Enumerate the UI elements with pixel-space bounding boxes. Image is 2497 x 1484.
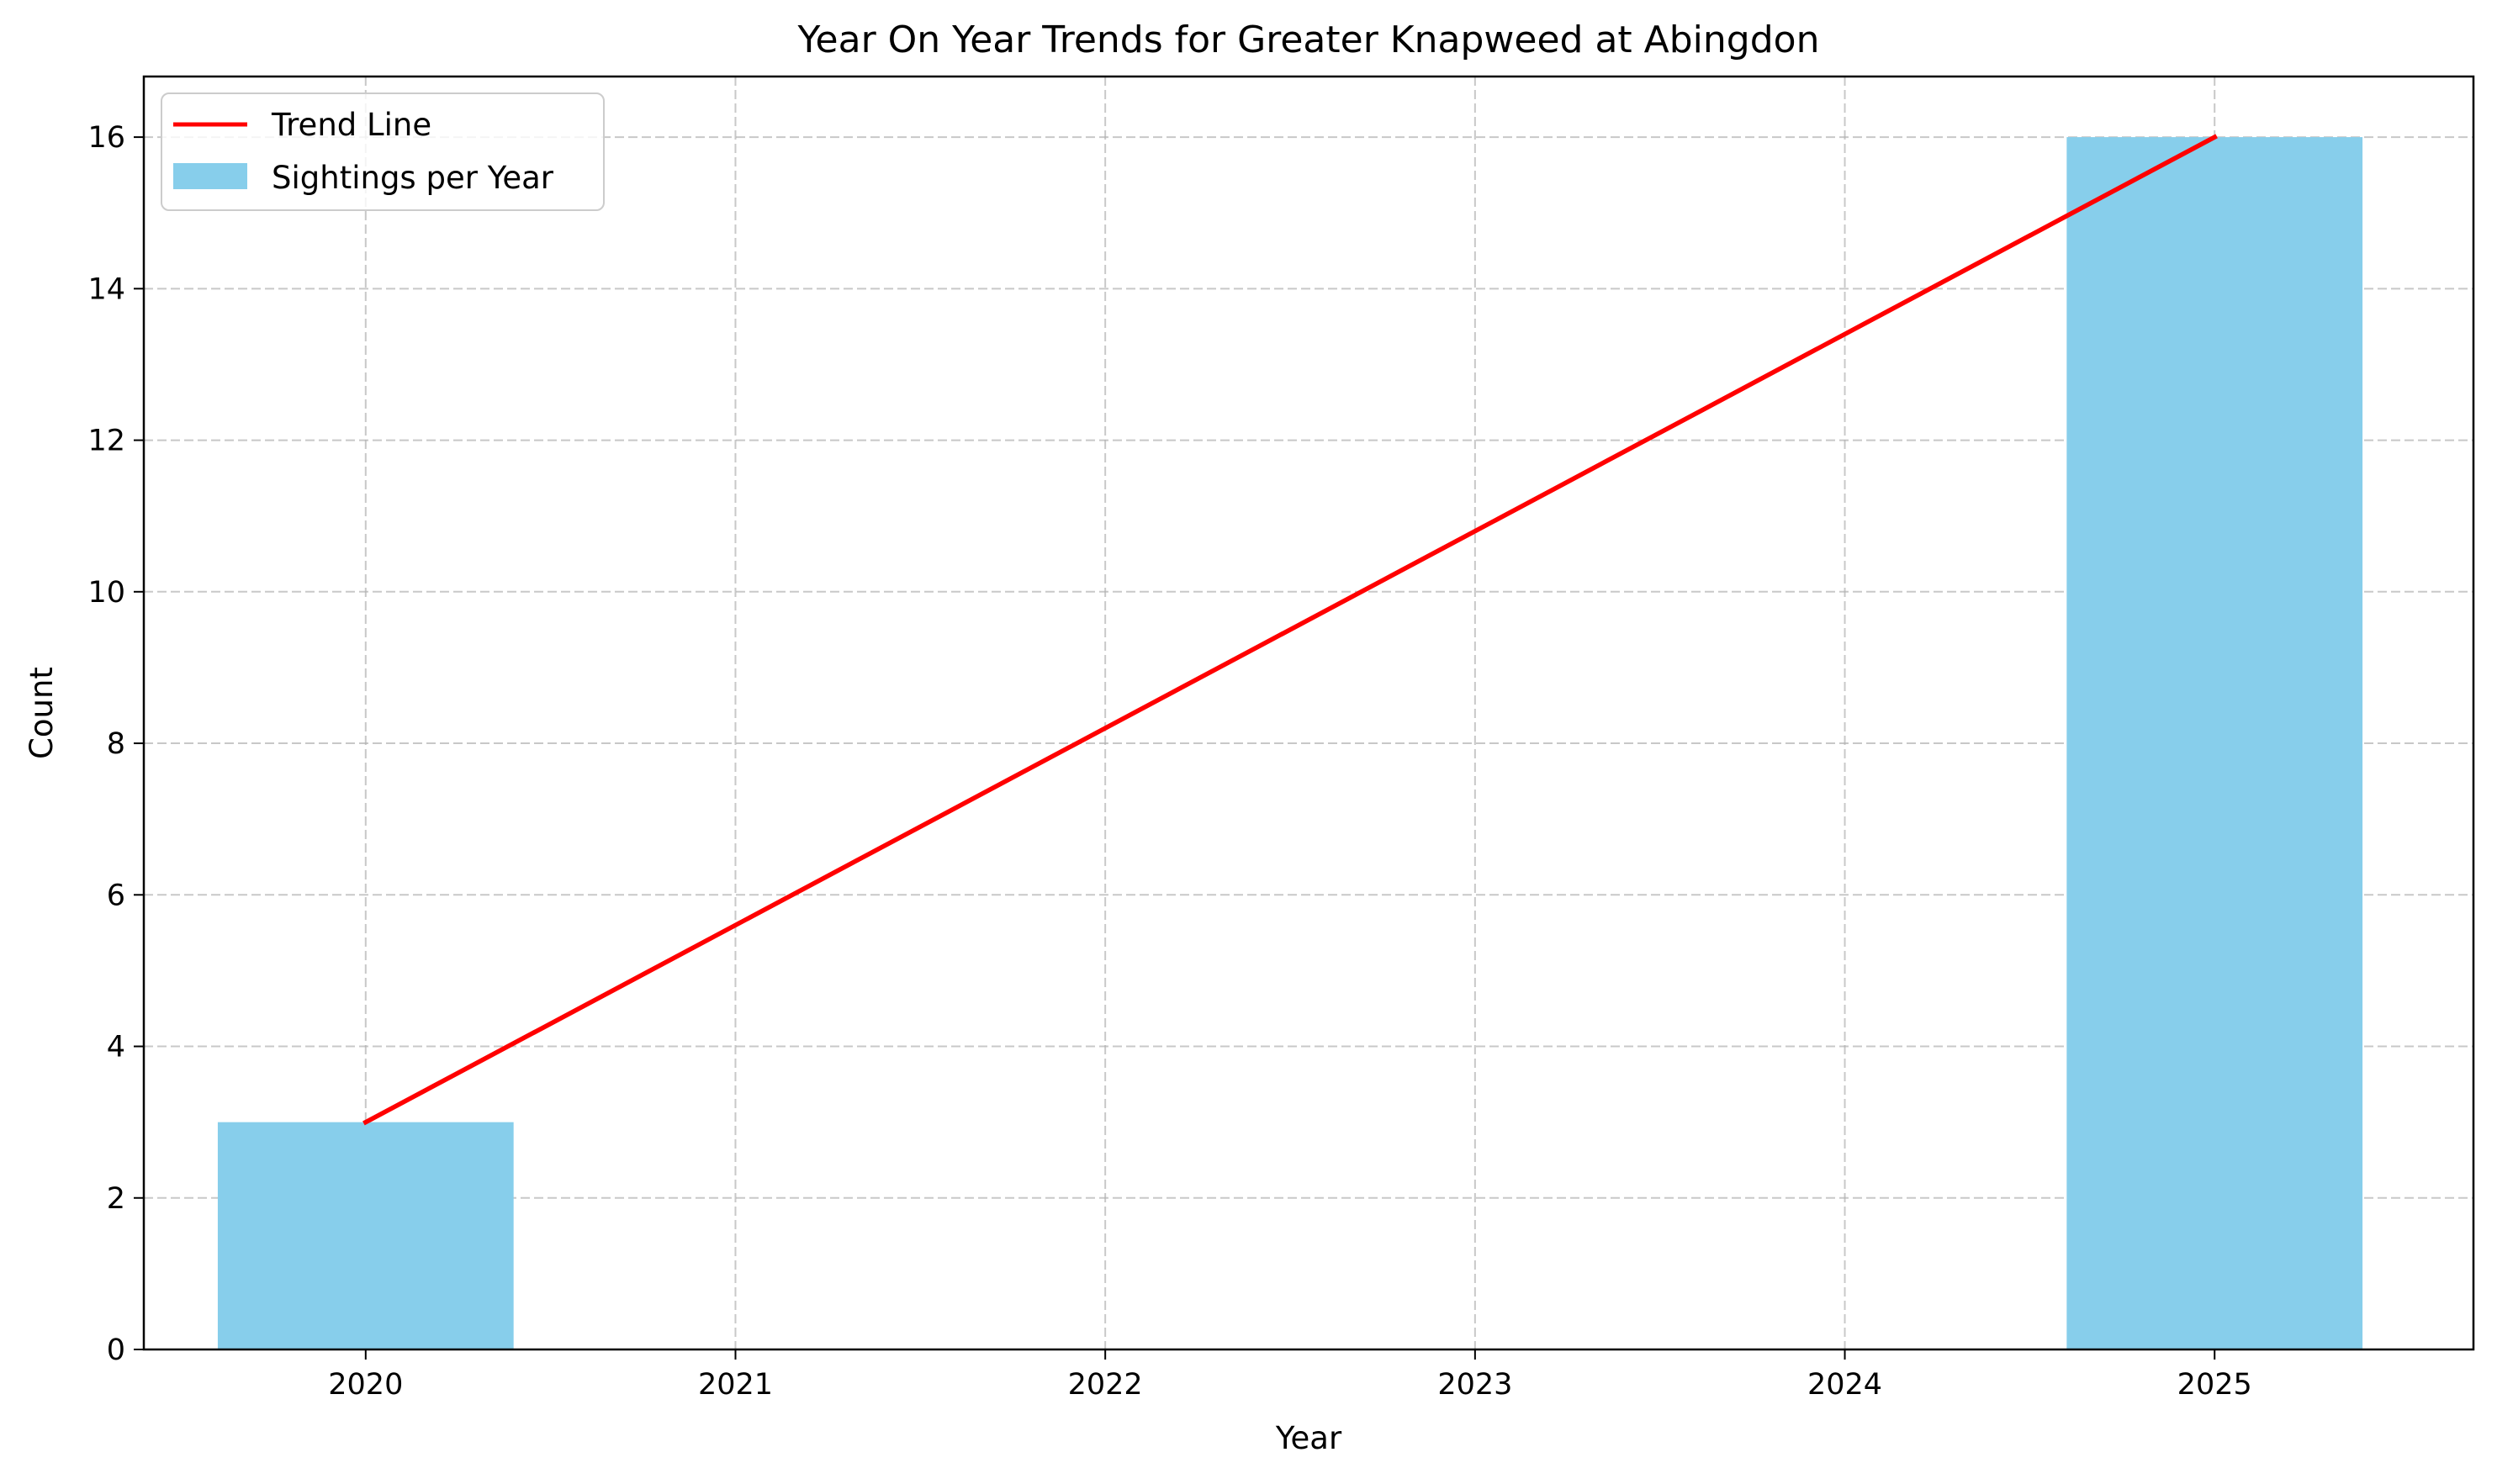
legend-swatch-sightings-per-year [173,163,247,189]
x-tick-label: 2023 [1437,1368,1512,1402]
bar [2066,137,2363,1350]
y-tick-label: 0 [107,1333,125,1367]
axis-ticks: 2020 2021 2022 2023 2024 2025 0 2 4 6 8 10 12 14 16 [87,121,2251,1402]
y-tick-label: 16 [87,121,125,155]
legend-label-trend-line: Trend Line [271,107,431,143]
x-tick-label: 2020 [328,1368,403,1402]
legend-box [161,92,605,211]
x-tick-label: 2025 [2177,1368,2252,1402]
x-axis-label: Year [1275,1420,1342,1456]
y-axis-label: Count [24,667,60,759]
bar [217,1122,514,1349]
y-tick-label: 2 [107,1182,125,1216]
y-tick-label: 8 [107,727,125,761]
x-tick-label: 2024 [1807,1368,1882,1402]
y-tick-label: 10 [87,576,125,610]
x-tick-label: 2021 [698,1368,773,1402]
trend-line-layer [362,134,2218,1126]
y-tick-label: 4 [107,1031,125,1064]
chart-title: Year On Year Trends for Greater Knapweed… [797,18,1820,61]
y-tick-label: 12 [87,425,125,458]
x-tick-label: 2022 [1068,1368,1143,1402]
plot-frame [142,75,2475,1351]
legend: Trend Line Sightings per Year [161,92,605,211]
bars [217,137,2363,1350]
y-tick-label: 6 [107,879,125,912]
trend-line [362,134,2218,1126]
y-tick-label: 14 [87,272,125,306]
legend-label-sightings-per-year: Sightings per Year [272,160,554,196]
